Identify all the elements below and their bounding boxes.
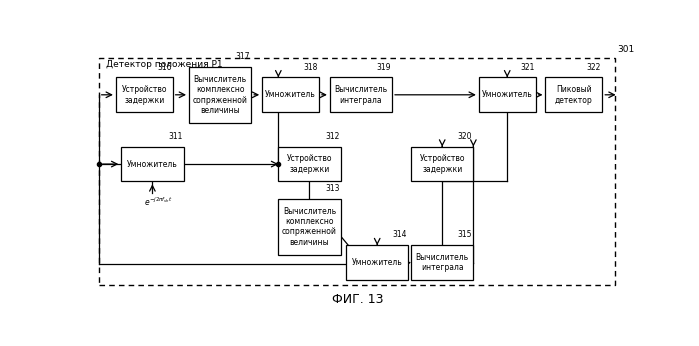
Text: Вычислитель
комплексно
сопряженной
величины: Вычислитель комплексно сопряженной велич… [193, 75, 247, 115]
Text: 319: 319 [377, 63, 391, 72]
Text: Умножитель: Умножитель [352, 258, 403, 267]
Text: 312: 312 [325, 132, 340, 141]
Text: $e^{-j2\pi f_{sh}t}$: $e^{-j2\pi f_{sh}t}$ [144, 196, 173, 208]
Text: Умножитель: Умножитель [265, 90, 316, 99]
Text: ФИГ. 13: ФИГ. 13 [333, 293, 384, 306]
FancyBboxPatch shape [411, 245, 473, 280]
Text: Вычислитель
комплексно
сопряженной
величины: Вычислитель комплексно сопряженной велич… [282, 207, 337, 247]
Text: Вычислитель
интеграла: Вычислитель интеграла [416, 253, 469, 272]
Text: 311: 311 [168, 132, 182, 141]
Text: 322: 322 [587, 63, 601, 72]
FancyBboxPatch shape [411, 147, 473, 181]
Text: 318: 318 [303, 63, 318, 72]
Text: Устройство
задержки: Устройство задержки [287, 154, 332, 174]
Text: Детектор положения P1: Детектор положения P1 [106, 60, 222, 69]
Text: 320: 320 [458, 132, 473, 141]
Text: 313: 313 [325, 184, 340, 193]
Text: 321: 321 [520, 63, 535, 72]
Text: Устройство
задержки: Устройство задержки [122, 85, 167, 104]
FancyBboxPatch shape [545, 78, 603, 112]
FancyBboxPatch shape [278, 147, 340, 181]
Text: Умножитель: Умножитель [482, 90, 533, 99]
Text: 317: 317 [236, 52, 250, 61]
FancyBboxPatch shape [262, 78, 319, 112]
Text: Умножитель: Умножитель [127, 160, 178, 169]
FancyBboxPatch shape [479, 78, 535, 112]
FancyBboxPatch shape [346, 245, 408, 280]
Text: 301: 301 [617, 45, 635, 54]
Text: 315: 315 [458, 230, 473, 239]
FancyBboxPatch shape [116, 78, 173, 112]
FancyBboxPatch shape [189, 67, 251, 123]
FancyBboxPatch shape [121, 147, 184, 181]
FancyBboxPatch shape [278, 199, 340, 255]
Text: 314: 314 [393, 230, 408, 239]
Text: Вычислитель
интеграла: Вычислитель интеграла [334, 85, 387, 104]
FancyBboxPatch shape [330, 78, 392, 112]
Text: Пиковый
детектор: Пиковый детектор [555, 85, 593, 104]
Text: 316: 316 [157, 63, 172, 72]
Text: Устройство
задержки: Устройство задержки [419, 154, 465, 174]
